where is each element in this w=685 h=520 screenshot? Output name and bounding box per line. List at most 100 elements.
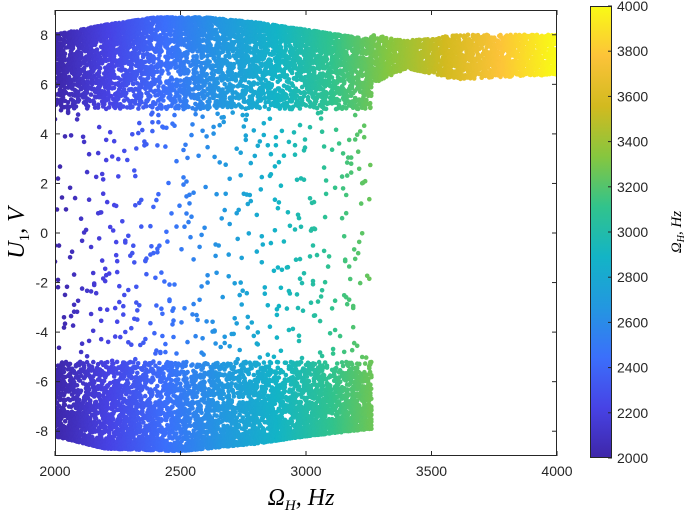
scatter-point-3058 (148, 94, 153, 99)
scatter-point-724 (75, 298, 81, 304)
scatter-point-4762 (204, 72, 209, 77)
scatter-point-3534 (164, 125, 169, 131)
scatter-point-2646 (134, 146, 139, 151)
scatter-point-1466 (98, 318, 104, 324)
scatter-point-1895 (111, 85, 117, 91)
scatter-point-2684 (135, 361, 141, 366)
scatter-point-3316 (156, 112, 161, 118)
scatter-point-3743 (171, 318, 176, 323)
scatter-point-2276 (123, 329, 128, 335)
scatter-point-723 (75, 112, 81, 117)
scatter-point-4253 (187, 192, 192, 198)
scatter-point-3083 (148, 400, 153, 406)
scatter-point-3635 (167, 282, 172, 287)
scatter-point-4808 (205, 280, 210, 285)
scatter-point-1217 (91, 99, 97, 105)
scatter-point-963 (83, 227, 89, 233)
scatter-point-2491 (129, 62, 135, 67)
scatter-point-3245 (154, 303, 159, 308)
scatter-point-1770 (107, 129, 113, 135)
scatter-point-4009 (179, 247, 184, 252)
scatter-point-3677 (169, 28, 174, 33)
scatter-point-4084 (182, 306, 187, 311)
scatter-point-4364 (191, 257, 196, 262)
scatter-point-4530 (196, 153, 201, 159)
scatter-point-2207 (121, 312, 126, 317)
scatter-point-3744 (171, 334, 176, 340)
scatter-point-3845 (174, 158, 179, 164)
scatter-point-4171 (185, 369, 190, 375)
scatter-point-2208 (121, 303, 126, 309)
scatter-point-3960 (178, 381, 183, 387)
scatter-point-4711 (202, 385, 207, 391)
scatter-point-2613 (133, 356, 138, 362)
scatter-point-1500 (99, 171, 105, 177)
scatter-point-690 (74, 117, 80, 122)
scatter-point-490 (68, 313, 74, 319)
scatter-point-3500 (163, 349, 168, 355)
scatter-point-1771 (107, 224, 113, 230)
scatter-point-3281 (155, 143, 160, 148)
scatter-point-4806 (205, 273, 210, 278)
scatter-point-2577 (132, 260, 137, 265)
scatter-point-2191 (121, 104, 126, 109)
scatter-point-2812 (138, 94, 144, 99)
scatter-point-3383 (158, 350, 163, 356)
scatter-point-3117 (149, 38, 154, 43)
scatter-point-4119 (184, 98, 189, 104)
scatter-point-3959 (178, 78, 183, 83)
scatter-point-3196 (151, 359, 156, 364)
scatter-point-804 (78, 388, 84, 394)
scatter-point-3194 (151, 204, 156, 210)
scatter-point-3780 (172, 123, 177, 128)
plot-area (55, 10, 557, 456)
scatter-point-4186 (185, 339, 190, 345)
scatter-point-3370 (158, 80, 163, 85)
scatter-point-2715 (136, 130, 141, 136)
scatter-point-1198 (90, 270, 96, 276)
scatter-point-2685 (136, 106, 141, 111)
scatter-point-1501 (99, 258, 105, 263)
scatter-point-3161 (150, 120, 155, 125)
scatter-point-3386 (159, 48, 164, 54)
scatter-point-4666 (200, 128, 205, 134)
scatter-point-3417 (159, 306, 164, 312)
scatter-point-4187 (185, 155, 190, 161)
scatter-point-341 (62, 321, 68, 327)
scatter-point-4596 (198, 404, 203, 410)
scatter-point-2959 (144, 256, 149, 261)
scatter-point-2850 (140, 127, 145, 133)
scatter-point-2939 (144, 103, 149, 109)
scatter-point-2242 (122, 148, 127, 154)
scatter-point-306 (61, 325, 67, 330)
scatter-point-4294 (189, 214, 194, 219)
scatter-point-1202 (92, 379, 97, 385)
scatter-point-2007 (114, 269, 120, 275)
scatter-point-2612 (133, 203, 138, 208)
scatter-point-3314 (156, 119, 161, 125)
scatter-point-4430 (193, 111, 198, 117)
scatter-point-3201 (152, 56, 157, 61)
scatter-point-792 (78, 373, 84, 379)
scatter-point-2109 (118, 334, 123, 340)
scatter-point-3405 (159, 417, 164, 423)
scatter-point-3636 (167, 298, 172, 304)
scatter-point-4295 (189, 132, 194, 138)
scatter-point-3426 (160, 311, 165, 317)
scatter-point-4464 (194, 312, 199, 318)
scatter-point-1398 (96, 124, 102, 130)
scatter-point-297 (61, 369, 67, 375)
scatter-point-1288 (93, 399, 99, 405)
scatter-point-241 (59, 195, 65, 200)
scatter-point-313 (62, 419, 68, 424)
scatter-point-3195 (151, 250, 156, 256)
scatter-point-2611 (133, 173, 138, 179)
scatter-point-4010 (179, 320, 184, 325)
scatter-point-2006 (114, 258, 120, 264)
scatter-point-4328 (190, 122, 195, 127)
scatter-point-1671 (104, 307, 110, 313)
scatter-point-822 (78, 216, 84, 221)
scatter-point-307 (61, 315, 67, 320)
scatter-point-1637 (103, 137, 109, 143)
scatter-point-1973 (113, 239, 119, 245)
